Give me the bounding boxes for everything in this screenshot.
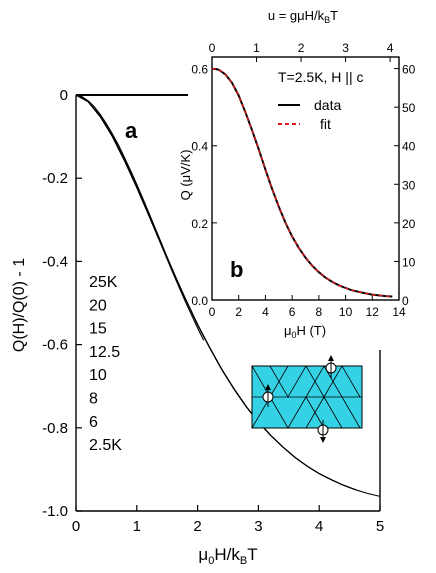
b-top-x-tick-label: 4 — [387, 41, 394, 55]
a-y-axis-label: Q(H)/Q(0) - 1 — [11, 258, 28, 352]
b-y-tick-label: 0.2 — [191, 217, 208, 231]
b-condition-text: T=2.5K, H || c — [278, 69, 363, 85]
b-y-tick-label: 0.4 — [191, 140, 208, 154]
b-y-tick-label: 0.0 — [191, 294, 208, 308]
b-y-tick-label: 0.6 — [191, 63, 208, 77]
a-x-tick-label: 0 — [72, 518, 80, 535]
b-x-ticks: 0 2 4 6 8 10 12 14 — [209, 295, 406, 319]
spin-arrow-up-icon — [325, 355, 337, 378]
b-right-y-tick-label: 20 — [402, 217, 416, 231]
b-curve-fit — [211, 67, 393, 298]
a-temperature-item: 10 — [89, 367, 107, 384]
a-temperature-item: 8 — [89, 391, 98, 408]
a-x-tick-label: 5 — [376, 518, 384, 535]
a-x-tick-label: 1 — [133, 518, 141, 535]
a-y-tick-label: 0 — [60, 87, 68, 104]
b-y-ticks: 0.0 0.2 0.4 0.6 — [191, 63, 217, 308]
b-top-x-tick-label: 2 — [298, 41, 305, 55]
b-x-tick-label: 4 — [262, 305, 269, 319]
b-right-y-tick-label: 40 — [402, 140, 416, 154]
b-y-axis-label: Q (μV/K) — [178, 150, 193, 201]
b-right-y-ticks: 0 10 20 30 40 50 60 — [394, 63, 416, 308]
panel-a-label: a — [125, 118, 138, 143]
b-top-x-tick-label: 3 — [342, 41, 349, 55]
b-legend-fit-label: fit — [320, 116, 331, 132]
b-x-tick-label: 10 — [339, 305, 353, 319]
a-x-tick-label: 2 — [193, 518, 201, 535]
lattice-lines — [251, 365, 362, 429]
b-x-tick-label: 2 — [235, 305, 242, 319]
b-plot-frame — [211, 56, 400, 301]
b-x-tick-label: 0 — [209, 305, 216, 319]
b-right-y-tick-label: 10 — [402, 255, 416, 269]
b-x-tick-label: 12 — [366, 305, 380, 319]
b-right-y-tick-label: 50 — [402, 101, 416, 115]
spin-arrow-up-icon — [262, 384, 274, 407]
a-y-tick-label: -0.6 — [42, 337, 68, 354]
a-temperature-item: 2.5K — [89, 437, 122, 454]
a-x-tick-label: 3 — [254, 518, 262, 535]
a-x-axis-label: μ0H/kBT — [198, 545, 257, 567]
a-temperature-item: 15 — [89, 321, 107, 338]
a-x-tick-label: 4 — [315, 518, 323, 535]
a-temperature-list: 25K 20 15 12.5 10 8 6 2.5K — [89, 274, 122, 454]
b-legend-data-label: data — [314, 97, 341, 113]
b-x-tick-label: 8 — [316, 305, 323, 319]
b-curves — [211, 67, 393, 298]
a-y-tick-label: -0.4 — [42, 253, 68, 270]
a-temperature-item: 20 — [89, 297, 107, 314]
b-right-y-tick-label: 0 — [402, 294, 409, 308]
a-temperature-item: 25K — [89, 274, 118, 291]
a-curves — [75, 94, 381, 497]
a-y-tick-label: -0.2 — [42, 170, 68, 187]
b-top-axis-label: u = gμH/kBT — [268, 8, 338, 25]
b-top-x-tick-label: 0 — [209, 41, 216, 55]
triangular-lattice-diagram — [251, 355, 363, 443]
spin-arrow-down-icon — [317, 420, 329, 443]
b-top-x-tick-label: 1 — [253, 41, 260, 55]
a-curve-2.5K — [75, 94, 381, 497]
panel-b-label: b — [230, 257, 243, 282]
a-temperature-item: 6 — [89, 414, 98, 431]
b-x-tick-label: 14 — [392, 305, 406, 319]
a-x-ticks: 0 1 2 3 4 5 — [72, 505, 384, 535]
b-right-y-tick-label: 60 — [402, 63, 416, 77]
a-temperature-item: 12.5 — [89, 344, 120, 361]
b-top-x-ticks: 0 1 2 3 4 — [209, 41, 394, 62]
b-x-tick-label: 6 — [289, 305, 296, 319]
b-right-y-tick-label: 30 — [402, 178, 416, 192]
a-y-tick-label: -1.0 — [42, 503, 68, 520]
a-y-ticks: 0 -0.2 -0.4 -0.6 -0.8 -1.0 — [42, 87, 82, 520]
a-y-tick-label: -0.8 — [42, 420, 68, 437]
b-x-axis-label: μ0H (T) — [284, 323, 326, 340]
